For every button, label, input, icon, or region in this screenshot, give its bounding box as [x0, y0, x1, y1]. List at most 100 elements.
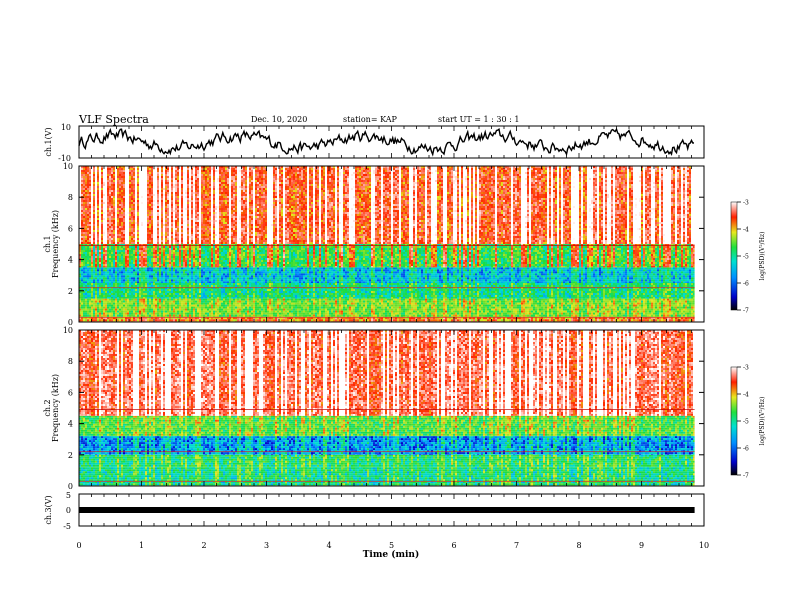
spectrogram-column-253 — [585, 330, 587, 486]
spectrogram-column-80 — [239, 330, 241, 486]
ch1-ylabel: ch.1(V) — [44, 127, 53, 156]
spectrogram-column-91 — [261, 166, 263, 322]
spectrogram-column-302 — [683, 166, 685, 322]
spectrogram-column-68 — [215, 330, 217, 486]
spectrogram-column-196 — [471, 330, 473, 486]
spectrogram-column-40 — [159, 330, 161, 486]
spectrogram-column-173 — [425, 330, 427, 486]
spectrogram-column-163 — [405, 330, 407, 486]
spectrogram-column-269 — [617, 330, 619, 486]
spectrogram-column-75 — [229, 330, 231, 486]
spectrogram-column-296 — [671, 166, 673, 322]
spectrogram-column-44 — [167, 330, 169, 486]
spectrogram-column-70 — [219, 330, 221, 486]
spectrogram-column-225 — [529, 166, 531, 322]
spectrogram-column-31 — [141, 166, 143, 322]
spectrogram-column-98 — [275, 330, 277, 486]
spectrogram-column-245 — [569, 166, 571, 322]
spectrogram-column-66 — [211, 330, 213, 486]
spectrogram-column-74 — [227, 330, 229, 486]
xtick-label-3: 3 — [264, 541, 269, 550]
spectrogram-column-234 — [547, 166, 549, 322]
spectrogram-column-307 — [693, 330, 695, 486]
spectrogram-column-96 — [271, 330, 273, 486]
spectrogram-column-230 — [539, 166, 541, 322]
spectrogram-column-64 — [207, 330, 209, 486]
spectrogram-column-261 — [601, 330, 603, 486]
spectrogram-column-32 — [143, 166, 145, 322]
spectrogram-column-191 — [461, 166, 463, 322]
spectrogram-column-206 — [491, 330, 493, 486]
spectrogram-column-7 — [93, 166, 95, 322]
spectrogram-column-20 — [119, 330, 121, 486]
spectrogram-column-98 — [275, 166, 277, 322]
spectrogram-column-219 — [517, 330, 519, 486]
spectrogram-column-168 — [415, 330, 417, 486]
spectrogram-column-104 — [287, 166, 289, 322]
spectrogram-column-71 — [221, 330, 223, 486]
spectrogram-column-299 — [677, 166, 679, 322]
spectrogram-column-178 — [435, 166, 437, 322]
spectrogram-column-133 — [345, 330, 347, 486]
spectrogram-column-218 — [515, 330, 517, 486]
spectrogram-column-228 — [535, 166, 537, 322]
spectrogram-column-38 — [155, 330, 157, 486]
ch2-colorbar-gradient — [731, 367, 737, 475]
spectrogram-column-4 — [87, 330, 89, 486]
spectrogram-column-204 — [487, 330, 489, 486]
spectrogram-column-285 — [649, 330, 651, 486]
spectrogram-column-99 — [277, 166, 279, 322]
spectrogram-column-28 — [135, 166, 137, 322]
spectrogram-column-171 — [421, 166, 423, 322]
spectrogram-column-124 — [327, 330, 329, 486]
spectrogram-column-58 — [195, 330, 197, 486]
ytick-label-2: 4 — [68, 420, 73, 429]
spectrogram-column-239 — [557, 166, 559, 322]
spectrogram-column-242 — [563, 330, 565, 486]
spectrogram-column-108 — [295, 166, 297, 322]
spectrogram-column-38 — [155, 166, 157, 322]
spectrogram-column-253 — [585, 166, 587, 322]
spectrogram-column-54 — [187, 166, 189, 322]
spectrogram-column-19 — [117, 330, 119, 486]
spectrogram-column-284 — [647, 166, 649, 322]
spectrogram-column-207 — [493, 330, 495, 486]
spectrogram-column-249 — [577, 166, 579, 322]
spectrogram-column-90 — [259, 166, 261, 322]
spectrogram-column-111 — [301, 330, 303, 486]
spectrogram-column-216 — [511, 166, 513, 322]
spectrogram-column-174 — [427, 166, 429, 322]
spectrogram-column-226 — [531, 166, 533, 322]
spectrogram-column-293 — [665, 166, 667, 322]
spectrogram-column-109 — [297, 330, 299, 486]
spectrogram-column-198 — [475, 166, 477, 322]
spectrogram-column-287 — [653, 330, 655, 486]
spectrogram-column-115 — [309, 166, 311, 322]
spectrogram-column-118 — [315, 166, 317, 322]
spectrogram-column-143 — [365, 330, 367, 486]
spectrogram-column-286 — [651, 330, 653, 486]
spectrogram-column-27 — [133, 330, 135, 486]
spectrogram-column-15 — [109, 166, 111, 322]
spectrogram-column-41 — [161, 330, 163, 486]
spectrogram-column-271 — [621, 330, 623, 486]
spectrogram-column-83 — [245, 330, 247, 486]
ch2-spectrogram-ylabel-frequency: Frequency (kHz) — [51, 374, 60, 442]
ch1-ytick-top: 10 — [61, 123, 71, 132]
spectrogram-column-17 — [113, 166, 115, 322]
ch1-colorbar-gradient — [731, 202, 737, 310]
spectrogram-column-189 — [457, 330, 459, 486]
spectrogram-column-304 — [687, 166, 689, 322]
spectrogram-column-295 — [669, 166, 671, 322]
spectrogram-column-288 — [655, 330, 657, 486]
spectrogram-column-127 — [333, 330, 335, 486]
spectrogram-column-14 — [107, 166, 109, 322]
spectrogram-column-175 — [429, 330, 431, 486]
spectrogram-column-29 — [137, 330, 139, 486]
spectrogram-column-100 — [279, 166, 281, 322]
spectrogram-column-145 — [369, 166, 371, 322]
spectrogram-column-66 — [211, 166, 213, 322]
spectrogram-column-120 — [319, 166, 321, 322]
spectrogram-column-186 — [451, 330, 453, 486]
spectrogram-column-170 — [419, 330, 421, 486]
